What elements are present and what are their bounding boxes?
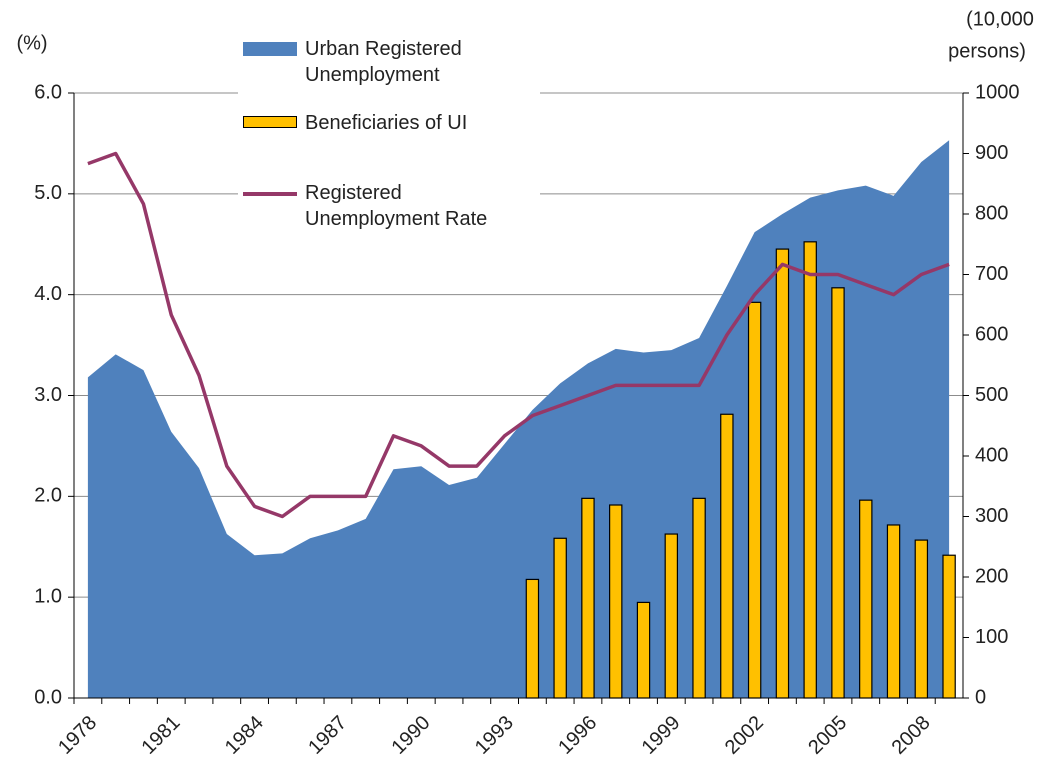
x-tick-label: 1996 <box>554 712 601 759</box>
y2-tick-label: 0 <box>975 686 986 708</box>
y-tick-label: 1.0 <box>34 585 62 607</box>
bar <box>525 578 540 699</box>
legend-label: Beneficiaries of UI <box>305 112 468 134</box>
legend-item: Urban Registered Unemployment <box>243 36 505 88</box>
legend-item: Registered Unemployment Rate <box>243 180 505 232</box>
y2-axis-title: (10,000 <box>966 8 1034 30</box>
x-tick-label: 1978 <box>54 712 101 759</box>
y2-axis-title: persons) <box>948 40 1026 62</box>
y-tick-label: 2.0 <box>34 485 62 507</box>
y2-tick-label: 300 <box>975 505 1008 527</box>
y2-tick-label: 1000 <box>975 81 1020 103</box>
x-tick-label: 1984 <box>221 712 268 759</box>
bar <box>747 301 762 699</box>
y2-tick-label: 900 <box>975 142 1008 164</box>
bar <box>803 241 817 699</box>
y-tick-label: 4.0 <box>34 283 62 305</box>
legend-label: Registered Unemployment Rate <box>305 182 488 230</box>
x-tick-label: 1987 <box>304 712 351 759</box>
y-tick-label: 3.0 <box>34 384 62 406</box>
y-tick-label: 5.0 <box>34 182 62 204</box>
bar <box>692 497 706 699</box>
y2-tick-label: 700 <box>975 263 1008 285</box>
line <box>87 151 950 519</box>
y-axis-title: (%) <box>16 32 47 54</box>
x-tick-label: 2008 <box>888 712 935 759</box>
legend: Urban Registered Unemployment Beneficiari… <box>238 28 540 243</box>
y2-tick-label: 800 <box>975 202 1008 224</box>
bar <box>609 504 623 699</box>
x-tick-label: 1990 <box>388 712 435 759</box>
y-tick-label: 0.0 <box>34 686 62 708</box>
legend-label: Urban Registered Unemployment <box>305 38 462 86</box>
x-tick-label: 1981 <box>137 712 184 759</box>
bar <box>775 248 790 699</box>
y-tick-label: 6.0 <box>34 81 62 103</box>
bar <box>553 537 567 699</box>
bar <box>859 499 873 699</box>
x-tick-label: 2005 <box>804 712 851 759</box>
area <box>87 140 950 698</box>
bar <box>720 413 734 699</box>
bar <box>636 601 651 699</box>
x-tick-label: 1993 <box>471 712 518 759</box>
bar <box>886 524 901 699</box>
y2-tick-label: 100 <box>975 626 1008 648</box>
legend-swatch <box>243 192 297 196</box>
y2-tick-label: 600 <box>975 323 1008 345</box>
y2-tick-label: 200 <box>975 565 1008 587</box>
bar <box>914 539 929 699</box>
bar <box>831 287 845 699</box>
y2-tick-label: 400 <box>975 444 1008 466</box>
bar <box>581 497 595 699</box>
y2-tick-label: 500 <box>975 384 1008 406</box>
bar <box>664 533 679 699</box>
x-tick-label: 1999 <box>638 712 685 759</box>
legend-swatch <box>243 116 297 128</box>
bar <box>942 554 956 699</box>
x-tick-label: 2002 <box>721 712 768 759</box>
legend-item: Beneficiaries of UI <box>243 110 540 136</box>
legend-swatch <box>243 42 297 56</box>
